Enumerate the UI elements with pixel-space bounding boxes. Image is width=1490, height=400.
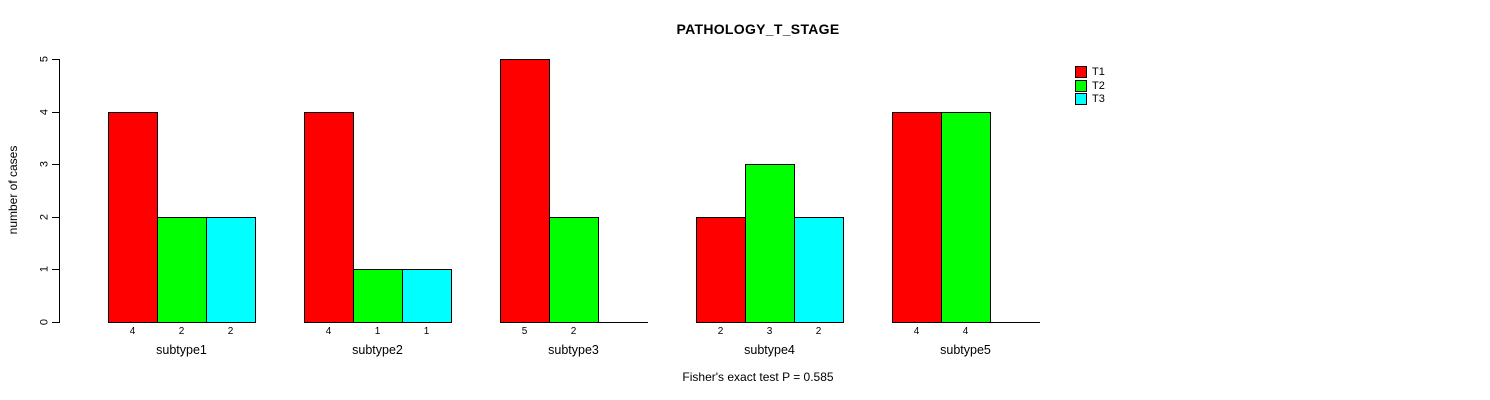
bar-t2-subtype4	[745, 164, 795, 323]
bar-count-label: 2	[570, 326, 577, 337]
bar-count-label: 2	[178, 326, 185, 337]
bar-count-label: 3	[766, 326, 773, 337]
legend-swatch-t2	[1075, 79, 1087, 92]
y-axis-tick	[52, 111, 59, 113]
bar-count-label: 1	[423, 326, 430, 337]
legend-swatch-t1	[1075, 66, 1087, 78]
bar-t3-subtype1	[206, 216, 256, 323]
legend-item-t2: T2	[1075, 79, 1105, 92]
bar-count-label: 2	[815, 326, 822, 337]
y-axis-tick-label: 0	[38, 318, 51, 326]
y-axis-line	[59, 59, 60, 323]
y-axis-tick	[52, 59, 59, 60]
legend: T1 T2 T3	[1075, 66, 1105, 107]
category-label-subtype3: subtype3	[548, 343, 599, 357]
y-axis-tick	[52, 164, 59, 166]
bar-t1-subtype3	[500, 59, 550, 323]
bar-count-label: 4	[129, 326, 136, 337]
legend-item-t1: T1	[1075, 66, 1105, 78]
bar-t3-subtype4	[794, 216, 844, 323]
category-label-subtype4: subtype4	[744, 343, 795, 357]
y-axis-tick-label: 3	[38, 161, 51, 168]
y-axis-tick	[52, 269, 59, 271]
legend-item-t3: T3	[1075, 93, 1105, 105]
y-axis-label: number of cases	[6, 145, 20, 235]
legend-label-t3: T3	[1092, 93, 1105, 105]
bar-t2-subtype1	[157, 216, 207, 323]
y-axis-tick-label: 4	[38, 108, 51, 115]
y-axis-tick-label: 5	[38, 55, 51, 63]
legend-label-t1: T1	[1092, 66, 1105, 78]
y-axis-tick-label: 2	[38, 213, 51, 220]
bar-count-label: 4	[962, 326, 969, 337]
y-axis-tick	[52, 322, 59, 323]
bar-count-label: 5	[521, 326, 528, 337]
bar-t3-subtype2	[402, 269, 452, 323]
bar-t2-subtype2	[353, 269, 403, 323]
bar-t1-subtype2	[304, 111, 354, 323]
bar-count-label: 1	[374, 326, 381, 337]
bar-count-label: 4	[325, 326, 332, 337]
bar-count-label: 4	[913, 326, 920, 337]
chart-title: PATHOLOGY_T_STAGE	[676, 21, 840, 37]
category-label-subtype1: subtype1	[156, 343, 207, 357]
bar-t3-subtype3-zero	[598, 322, 648, 323]
y-axis-tick-label: 1	[38, 266, 51, 273]
y-axis-tick	[52, 216, 59, 218]
bar-count-label: 2	[227, 326, 234, 337]
legend-label-t2: T2	[1092, 79, 1105, 92]
bar-t2-subtype5	[941, 111, 991, 323]
bar-count-label: 2	[717, 326, 724, 337]
bar-t1-subtype5	[892, 111, 942, 323]
stat-test-caption: Fisher's exact test P = 0.585	[682, 370, 834, 384]
category-label-subtype5: subtype5	[940, 343, 991, 357]
legend-swatch-t3	[1075, 93, 1087, 105]
bar-t1-subtype1	[108, 111, 158, 323]
bar-t3-subtype5-zero	[990, 322, 1040, 323]
bar-t2-subtype3	[549, 216, 599, 323]
category-label-subtype2: subtype2	[352, 343, 403, 357]
bar-t1-subtype4	[696, 216, 746, 323]
